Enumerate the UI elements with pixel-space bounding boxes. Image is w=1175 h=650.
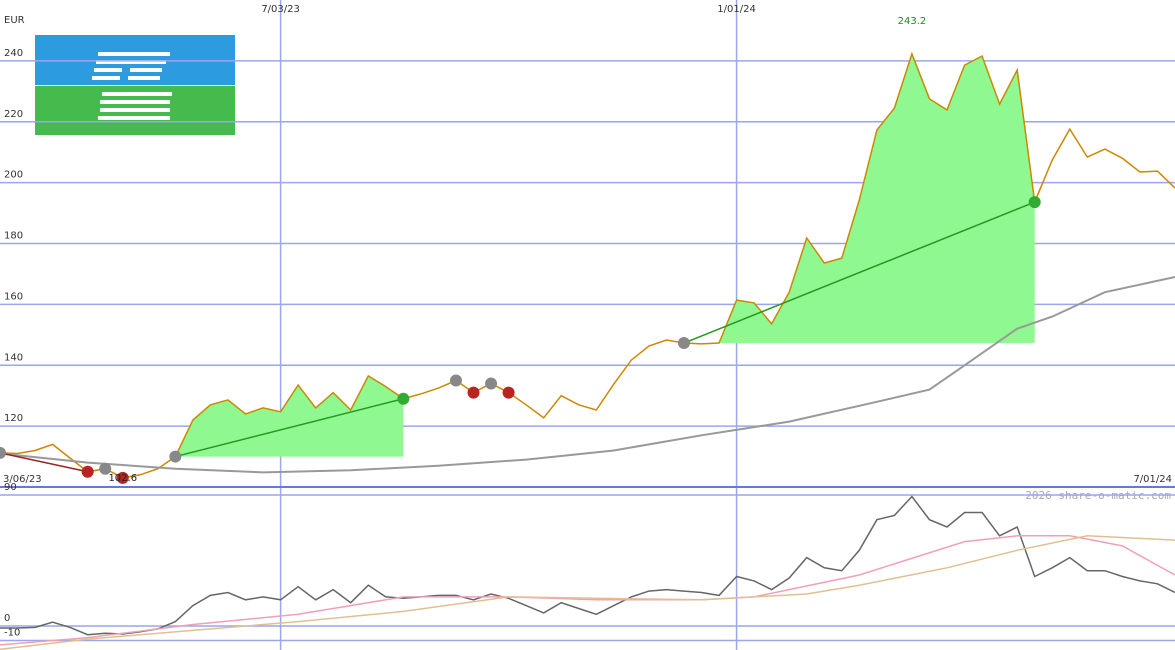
y-tick-label: 240 — [4, 48, 23, 59]
signal-marker — [467, 386, 480, 399]
signal-marker — [0, 446, 6, 459]
x-tick-label: 7/03/23 — [261, 4, 300, 15]
x-tick-label: 3/06/23 — [3, 474, 42, 485]
signal-marker — [81, 465, 94, 478]
y-axis-label: EUR — [4, 15, 25, 26]
signal-marker — [485, 377, 498, 390]
y-tick-label: 120 — [4, 413, 23, 424]
y-tick-label: -10 — [4, 628, 20, 639]
annotation: 102.6 — [108, 473, 137, 484]
y-tick-label: 90 — [4, 482, 17, 493]
trend-line — [175, 398, 404, 458]
signal-marker — [449, 374, 462, 387]
stop-line — [0, 452, 88, 473]
y-tick-label: 180 — [4, 231, 23, 242]
annotation: 243.2 — [898, 16, 927, 27]
trend-line — [683, 201, 1035, 344]
signal-marker — [1028, 196, 1041, 209]
x-tick-label: 1/01/24 — [717, 4, 756, 15]
signal-marker — [116, 471, 129, 484]
x-tick-label: 7/01/24 — [1133, 474, 1172, 485]
y-tick-label: 140 — [4, 352, 23, 363]
signal-marker — [502, 386, 515, 399]
y-tick-label: 200 — [4, 170, 23, 181]
trade-area — [175, 375, 404, 457]
signal-marker — [397, 392, 410, 405]
y-tick-label: 160 — [4, 291, 23, 302]
signal-marker — [169, 450, 182, 463]
y-tick-label: 0 — [4, 613, 10, 624]
series-line — [0, 276, 1175, 474]
signal-marker — [99, 462, 112, 475]
trade-area — [683, 53, 1035, 344]
series-line — [0, 495, 1175, 636]
y-tick-label: 220 — [4, 109, 23, 120]
logo — [35, 35, 235, 135]
signal-marker — [677, 337, 690, 350]
series-line — [0, 535, 1175, 650]
series-line — [0, 51, 1175, 479]
series-line — [0, 535, 1175, 646]
